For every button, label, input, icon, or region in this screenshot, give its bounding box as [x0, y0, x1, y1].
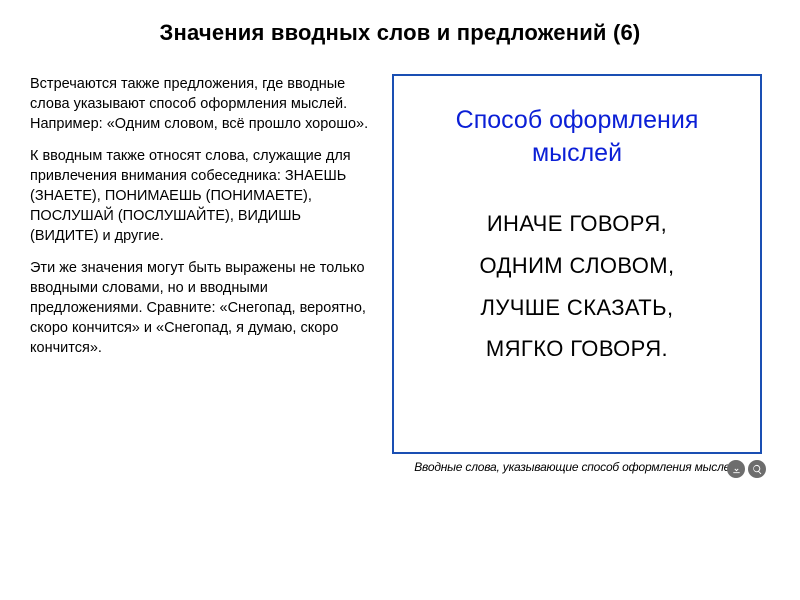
- zoom-icon[interactable]: [748, 460, 766, 478]
- box-title-line1: Способ оформления: [456, 106, 699, 134]
- box-title: Способ оформления мыслей: [456, 104, 699, 169]
- box-item-1: ИНАЧЕ ГОВОРЯ,: [479, 203, 674, 245]
- box-caption: Вводные слова, указывающие способ оформл…: [392, 460, 762, 474]
- box-item-2: ОДНИМ СЛОВОМ,: [479, 245, 674, 287]
- box-list: ИНАЧЕ ГОВОРЯ, ОДНИМ СЛОВОМ, ЛУЧШЕ СКАЗАТ…: [479, 203, 674, 370]
- box-item-4: МЯГКО ГОВОРЯ.: [479, 328, 674, 370]
- paragraph-2: К вводным также относят слова, служащие …: [30, 146, 370, 246]
- download-icon[interactable]: [727, 460, 745, 478]
- content-row: Встречаются также предложения, где вводн…: [30, 74, 770, 474]
- box-title-line2: мыслей: [532, 139, 622, 167]
- paragraph-3: Эти же значения могут быть выражены не т…: [30, 258, 370, 358]
- slide-controls: [727, 460, 766, 478]
- callout-box: Способ оформления мыслей ИНАЧЕ ГОВОРЯ, О…: [392, 74, 762, 454]
- slide: Значения вводных слов и предложений (6) …: [0, 0, 800, 600]
- left-column: Встречаются также предложения, где вводн…: [30, 74, 370, 474]
- box-item-3: ЛУЧШЕ СКАЗАТЬ,: [479, 287, 674, 329]
- right-column: Способ оформления мыслей ИНАЧЕ ГОВОРЯ, О…: [392, 74, 762, 474]
- paragraph-1: Встречаются также предложения, где вводн…: [30, 74, 370, 134]
- page-title: Значения вводных слов и предложений (6): [30, 20, 770, 46]
